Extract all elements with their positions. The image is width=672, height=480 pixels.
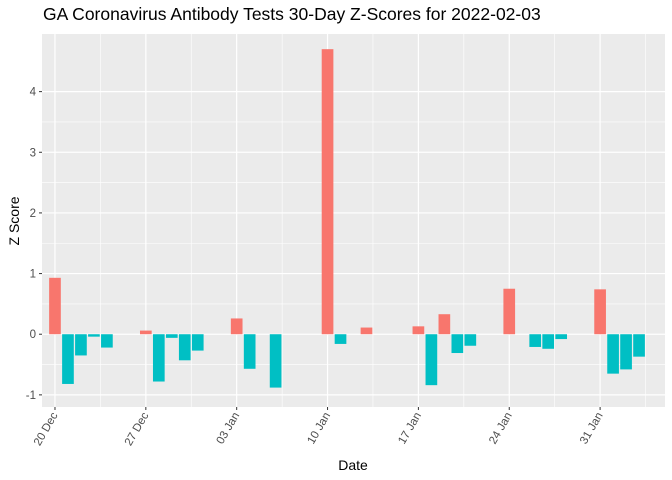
bar [62,334,74,384]
bar [75,334,87,356]
bar [321,49,334,335]
y-axis-title: Z Score [6,196,22,245]
bar [607,334,619,374]
bar [88,334,100,337]
y-tick-label: 4 [30,87,37,99]
bar [594,289,606,335]
x-axis: 20 Dec 27 Dec 03 Jan 10 Jan 17 Jan 24 Jan 31 J… [32,407,606,448]
y-tick-label: 0 [30,329,36,341]
bar [139,330,152,335]
x-tick-label: 17 Jan [396,411,424,447]
bar [49,277,61,335]
y-tick-label: 1 [30,269,36,281]
bar [529,334,542,347]
bar [542,334,555,349]
bar [412,326,425,335]
bars [49,49,645,388]
x-tick-label: 20 Dec [32,410,61,448]
x-tick-label: 31 Jan [578,411,606,447]
bar [425,334,438,386]
chart-title: GA Coronavirus Antibody Tests 30-Day Z-S… [43,4,541,24]
plot-panel [42,34,665,407]
bar [503,288,516,335]
x-tick-label: 10 Jan [305,411,333,447]
bar [464,334,477,346]
x-tick-label: 27 Dec [123,410,152,448]
bar [152,334,165,382]
x-tick-label: 24 Jan [487,411,515,447]
bar [269,334,282,388]
bar [633,334,645,357]
bar [438,314,451,335]
bar [334,334,347,344]
bar [230,318,243,335]
x-tick-label: 03 Jan [215,411,243,447]
bar [451,334,464,354]
bar [620,334,632,370]
bar [191,334,204,351]
bar [165,334,178,338]
y-tick-label: 3 [30,147,36,159]
bar [101,334,113,348]
y-tick-label: 2 [30,208,36,220]
grid-minor-lines [42,34,665,407]
bar [178,334,191,361]
y-axis: -1 0 1 2 3 4 [26,87,42,402]
x-axis-title: Date [338,457,368,473]
bar [555,334,568,340]
bar [243,334,256,369]
bar [360,327,373,335]
y-tick-label: -1 [26,390,36,402]
